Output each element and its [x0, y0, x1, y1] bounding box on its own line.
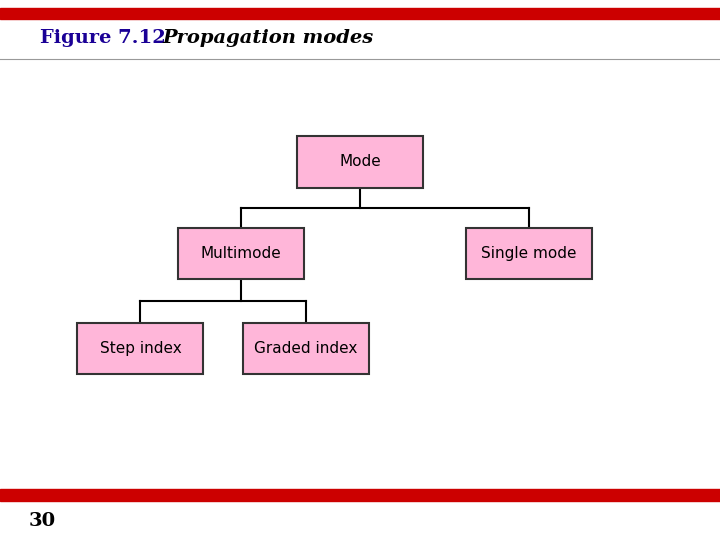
- FancyBboxPatch shape: [179, 228, 304, 280]
- Text: Graded index: Graded index: [254, 341, 358, 356]
- Bar: [0, 8, 720, 19]
- FancyBboxPatch shape: [467, 228, 593, 280]
- FancyBboxPatch shape: [243, 322, 369, 374]
- FancyBboxPatch shape: [78, 322, 203, 374]
- Text: Step index: Step index: [99, 341, 181, 356]
- Text: Propagation modes: Propagation modes: [162, 29, 373, 47]
- Text: Mode: Mode: [339, 154, 381, 170]
- FancyBboxPatch shape: [297, 137, 423, 188]
- Text: Multimode: Multimode: [201, 246, 282, 261]
- Text: Figure 7.12: Figure 7.12: [40, 29, 166, 47]
- Text: Single mode: Single mode: [482, 246, 577, 261]
- Bar: [0, 489, 720, 501]
- Text: 30: 30: [29, 511, 56, 530]
